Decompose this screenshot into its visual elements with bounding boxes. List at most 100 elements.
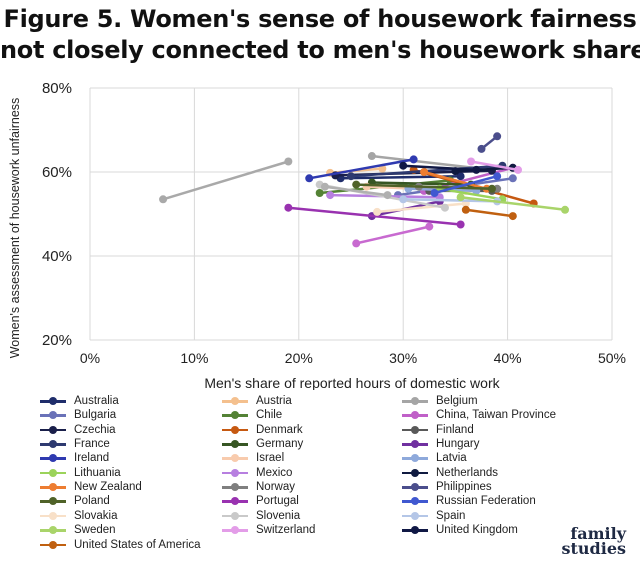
legend-swatch xyxy=(38,467,68,479)
legend-swatch xyxy=(38,424,68,436)
data-point xyxy=(508,174,517,183)
legend-item: United Kingdom xyxy=(400,524,518,537)
legend-swatch xyxy=(400,452,430,464)
series-ireland xyxy=(305,155,418,183)
legend-swatch xyxy=(400,510,430,522)
data-point xyxy=(284,203,293,212)
legend-label: Mexico xyxy=(256,466,293,479)
data-point xyxy=(477,144,486,153)
series-line xyxy=(309,158,414,180)
legend-label: Sweden xyxy=(74,524,116,537)
legend-label: Latvia xyxy=(436,452,467,465)
legend-item: Spain xyxy=(400,510,465,523)
legend-label: Russian Federation xyxy=(436,495,536,508)
legend-item: Norway xyxy=(220,481,295,494)
data-point xyxy=(352,180,361,189)
legend-item: Slovakia xyxy=(38,510,117,523)
legend-swatch xyxy=(38,395,68,407)
legend-label: Slovenia xyxy=(256,509,301,522)
data-point xyxy=(399,195,408,204)
legend-swatch xyxy=(220,395,250,407)
legend-item: United States of America xyxy=(38,539,201,552)
legend-item: Australia xyxy=(38,395,119,408)
chart-title: Figure 5. Women's sense of housework fai… xyxy=(0,4,640,66)
legend-item: Lithuania xyxy=(38,467,121,480)
series-line xyxy=(324,185,388,197)
legend-label: Chile xyxy=(256,409,283,422)
y-axis-label: Women's assessment of housework unfairne… xyxy=(8,98,22,359)
data-point xyxy=(493,132,502,141)
data-point xyxy=(367,152,376,161)
data-point xyxy=(514,165,523,174)
legend-label: Switzerland xyxy=(256,524,316,537)
legend-swatch xyxy=(400,467,430,479)
y-tick-labels: 20% 40% 60% 80% xyxy=(42,80,72,349)
data-point xyxy=(320,182,329,191)
series-outlier-gray2 xyxy=(320,182,392,200)
legend-label: Spain xyxy=(436,509,466,522)
data-point xyxy=(326,191,335,200)
legend-item: Slovenia xyxy=(220,510,300,523)
series-outlier-gray xyxy=(159,157,293,204)
legend-swatch xyxy=(220,409,250,421)
data-point xyxy=(467,157,476,166)
legend-item: Netherlands xyxy=(400,467,498,480)
legend-item: Mexico xyxy=(220,467,292,480)
data-point xyxy=(425,222,434,231)
legend-swatch xyxy=(400,524,430,536)
series-line xyxy=(403,198,498,203)
legend-swatch xyxy=(38,438,68,450)
legend-item: Ireland xyxy=(38,452,109,465)
x-tick-label: 0% xyxy=(80,350,100,366)
series-line xyxy=(460,195,566,212)
grid-lines xyxy=(89,87,613,341)
y-tick-label: 20% xyxy=(42,332,72,349)
data-point xyxy=(561,205,570,214)
legend-label: Netherlands xyxy=(436,466,499,479)
series-poland xyxy=(352,180,496,193)
series-line xyxy=(434,174,498,195)
legend-item: China, Taiwan Province xyxy=(400,409,556,422)
legend-swatch xyxy=(38,495,68,507)
legend-swatch xyxy=(400,395,430,407)
chart-title-line-2: not closely connected to men's housework… xyxy=(0,36,640,64)
legend-item: Austria xyxy=(220,395,292,408)
legend-item: Finland xyxy=(400,424,474,437)
legend-item: Czechia xyxy=(38,424,116,437)
legend-label: Israel xyxy=(256,452,285,465)
series-line xyxy=(356,183,492,191)
legend-item: Bulgaria xyxy=(38,409,116,422)
legend-item: France xyxy=(38,438,110,451)
x-tick-labels: 0% 10% 20% 30% 40% 50% xyxy=(80,350,626,366)
series-philippines xyxy=(477,132,502,153)
x-tick-label: 30% xyxy=(389,350,417,366)
series-line xyxy=(403,164,477,172)
chart-plot: 20% 40% 60% 80% 0% 10% 20% 30% 40% 50% Women's a… xyxy=(8,80,626,390)
legend-item: Switzerland xyxy=(220,524,315,537)
legend-label: Portugal xyxy=(256,495,299,508)
legend-swatch xyxy=(38,524,68,536)
legend-swatch xyxy=(38,539,68,551)
x-tick-label: 20% xyxy=(285,350,313,366)
series-line xyxy=(465,208,513,218)
legend-item: Israel xyxy=(220,452,284,465)
series-line xyxy=(355,225,430,245)
legend-label: Australia xyxy=(74,395,119,408)
chart-title-line-1: Figure 5. Women's sense of housework fai… xyxy=(3,5,637,33)
legend-swatch xyxy=(38,409,68,421)
y-tick-label: 60% xyxy=(42,164,72,181)
legend-item: Russian Federation xyxy=(400,495,536,508)
legend-swatch xyxy=(220,481,250,493)
data-point xyxy=(352,239,361,248)
data-point xyxy=(159,195,168,204)
legend-item: Belgium xyxy=(400,395,478,408)
legend-swatch xyxy=(220,452,250,464)
data-point xyxy=(487,184,496,193)
data-point xyxy=(347,172,355,181)
legend-label: Philippines xyxy=(436,481,492,494)
series-line xyxy=(371,181,472,186)
data-point xyxy=(456,193,465,202)
series-line xyxy=(423,170,488,191)
legend-label: Germany xyxy=(256,438,304,451)
data-point xyxy=(315,189,324,197)
